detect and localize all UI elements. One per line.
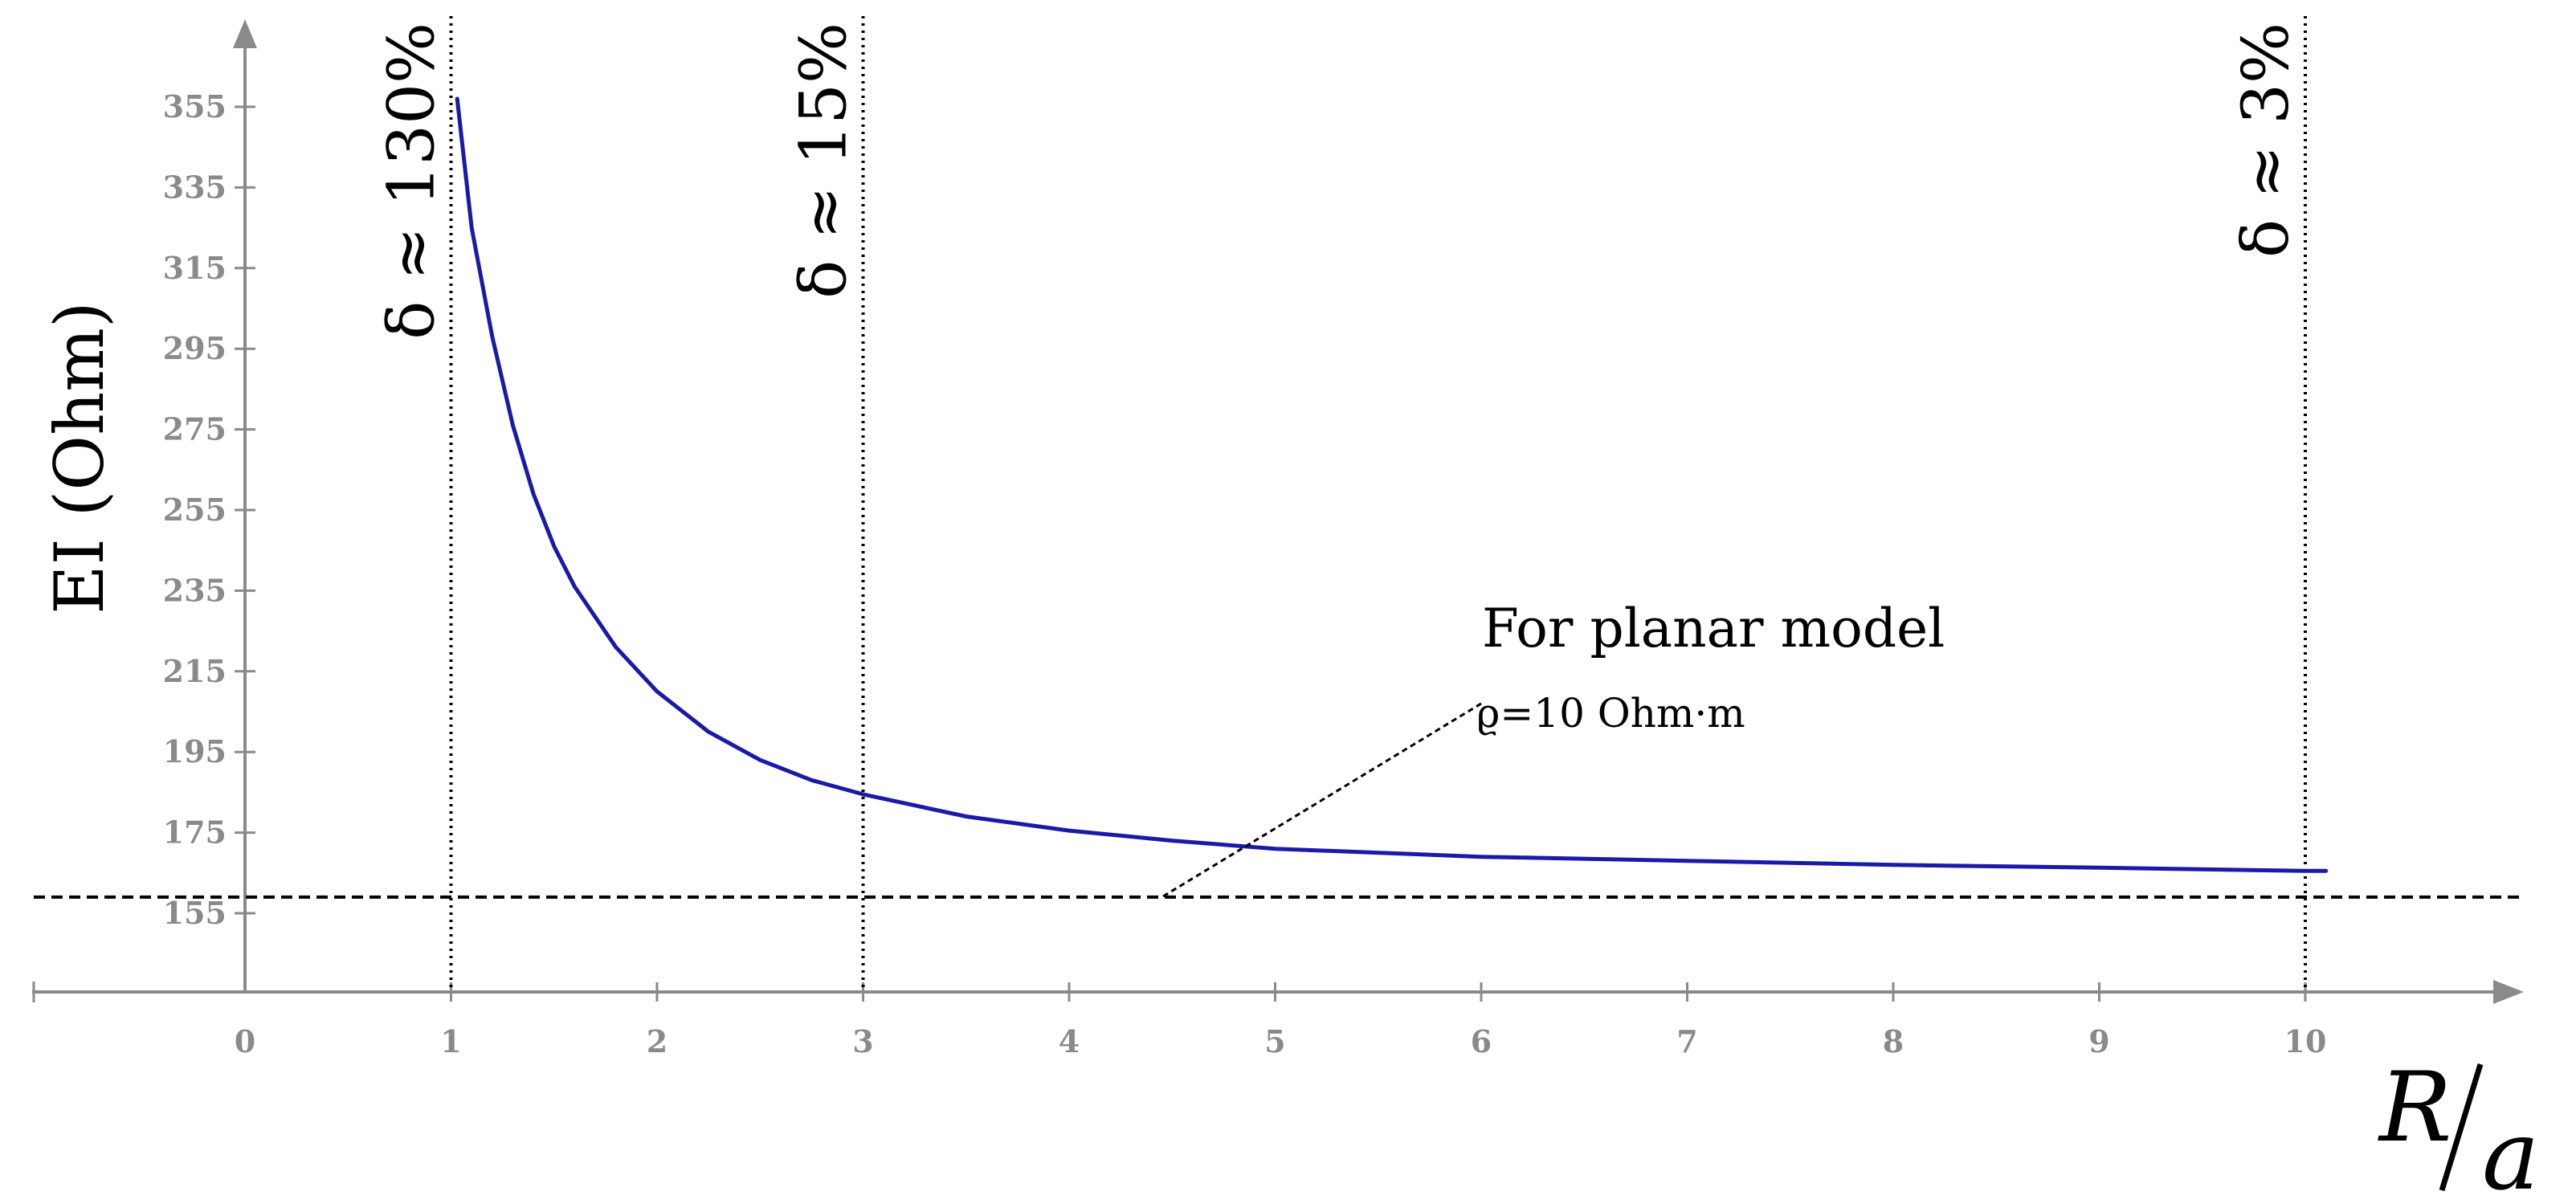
y-tick-label: 235 [163,572,227,608]
x-tick-label: 8 [1883,1023,1904,1059]
vertical-markers: δ ≈ 130% δ ≈ 15% δ ≈ 3% [374,16,2307,992]
axes [32,19,2524,1004]
annotation-pointer-line [1161,702,1482,899]
x-axis-label-slash [2439,1063,2484,1192]
x-tick-label: 2 [647,1023,667,1059]
x-axis-label-denominator: a [2482,1100,2540,1200]
x-tick-label: 10 [2284,1023,2327,1059]
x-tick-label: 7 [1676,1023,1697,1059]
y-tick-label: 275 [163,411,227,447]
x-axis-arrow [2493,980,2524,1004]
x-tick-label: 6 [1471,1023,1492,1059]
x-tick-label: 4 [1059,1023,1080,1059]
y-tick-label: 175 [163,814,227,851]
x-tick-label: 5 [1264,1023,1285,1059]
y-tick-label: 355 [163,88,227,124]
y-tick-label: 195 [163,733,227,769]
x-tick-label: 1 [440,1023,461,1059]
vertical-marker-label: δ ≈ 3% [2228,22,2303,258]
y-tick-label: 315 [163,250,227,286]
x-axis-label: R a [2378,1052,2540,1200]
y-tick-label: 215 [163,653,227,689]
vertical-marker-label: δ ≈ 15% [786,22,861,299]
y-axis-label: EI (Ohm) [40,301,119,614]
y-tick-label: 155 [163,895,227,931]
y-tick-label: 295 [163,330,227,366]
y-tick-label: 255 [163,492,227,528]
y-tick-label: 335 [163,169,227,205]
x-ticks: 0 1 2 3 4 5 6 7 8 9 10 [235,982,2327,1059]
annotation-resistivity: ϱ=10 Ohm·m [1476,690,1745,737]
x-axis-label-numerator: R [2378,1052,2451,1164]
x-tick-label: 3 [852,1023,873,1059]
series-group [455,96,2329,873]
x-tick-label: 9 [2088,1023,2109,1059]
ei-curve [455,96,2329,873]
y-ticks: 155 175 195 215 235 255 275 295 315 335 355 [163,88,255,931]
x-tick-label: 0 [235,1023,255,1059]
annotation-title: For planar model [1482,598,1945,659]
vertical-marker-label: δ ≈ 130% [374,22,449,340]
y-axis-arrow [233,19,257,48]
